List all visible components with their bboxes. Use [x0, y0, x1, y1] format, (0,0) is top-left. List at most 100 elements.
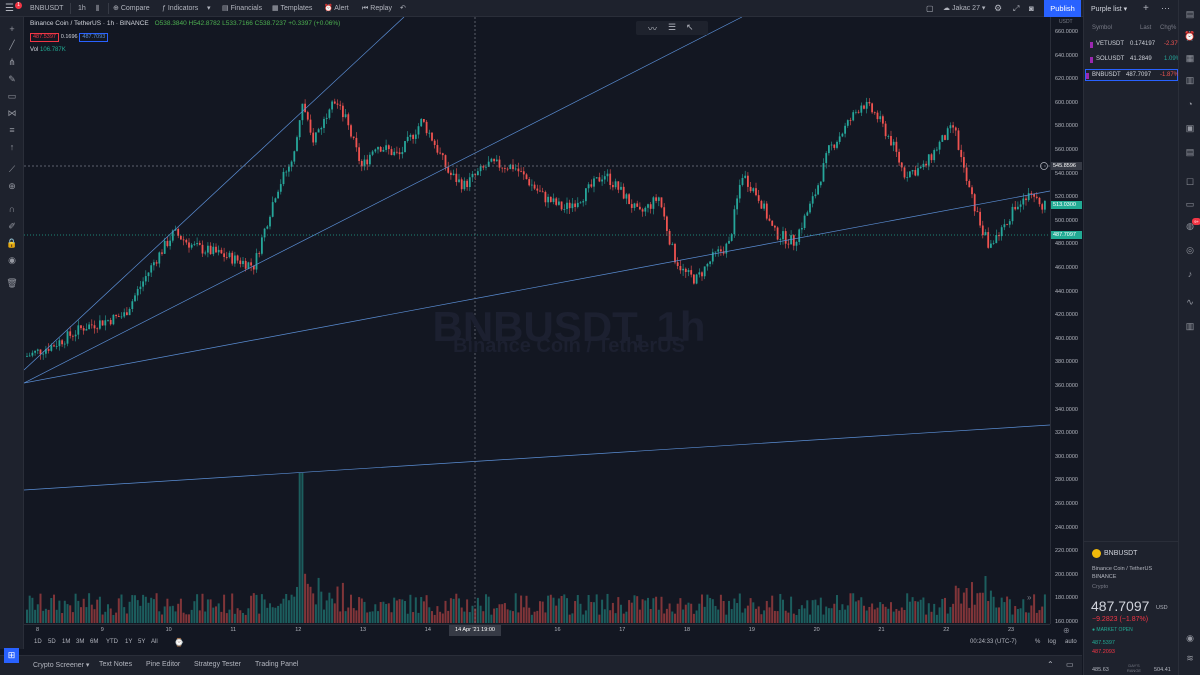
streams-icon[interactable]: ◎	[1186, 245, 1194, 255]
text-icon[interactable]: ▭	[7, 91, 17, 101]
sell-price[interactable]: 487.5397	[30, 33, 59, 42]
object-tree-icon[interactable]: ⊞	[4, 648, 19, 663]
range-button[interactable]: 5Y	[138, 639, 146, 645]
fire-icon[interactable]: ◔	[1187, 99, 1193, 109]
range-button[interactable]: 3M	[76, 639, 85, 645]
arrow-up-icon[interactable]: ↑	[9, 142, 15, 152]
watchlist-title[interactable]: Purple list ▾	[1091, 6, 1128, 13]
watchlist-row[interactable]: SOLUSDT 41.2849 1.09%	[1090, 54, 1181, 66]
buy-price[interactable]: 487.7093	[79, 33, 109, 42]
chevron-down-icon[interactable]: ▾	[207, 5, 211, 12]
more-options-icon[interactable]: ⋯	[1161, 3, 1170, 13]
range-button[interactable]: 6M	[90, 639, 99, 645]
ruler-icon[interactable]: ⟋	[8, 164, 16, 174]
maximize-panel-icon[interactable]: ▭	[1066, 660, 1074, 669]
camera-icon[interactable]: ◙	[1029, 4, 1034, 13]
symbol-search[interactable]: BNBUSDT	[30, 5, 64, 12]
floating-drawing-toolbar[interactable]: 〰 ☰ ↖	[636, 21, 708, 35]
pencil-lock-icon[interactable]: ✐	[8, 221, 16, 231]
magnet-icon[interactable]: ∩	[8, 204, 16, 214]
chat-icon[interactable]: ☐	[1185, 177, 1195, 187]
layout-name[interactable]: ☁ Jakac 27 ▾	[943, 5, 986, 12]
percent-scale-toggle[interactable]: %	[1035, 639, 1041, 645]
trendline[interactable]	[24, 17, 405, 371]
time-axis[interactable]: 891011121314151617181920212223 14 Apr '2…	[24, 624, 1050, 636]
watchlist-row[interactable]: BNBUSDT 487.7097 -1.87%	[1085, 69, 1179, 81]
trendline[interactable]	[24, 17, 743, 384]
trendline[interactable]	[24, 424, 1050, 491]
publish-button[interactable]: Publish	[1044, 0, 1081, 17]
hotlist-icon[interactable]: ▥	[1185, 75, 1195, 85]
col-last[interactable]: Last	[1140, 25, 1152, 31]
cursor-icon[interactable]: ↖	[686, 22, 694, 32]
log-scale-toggle[interactable]: log	[1048, 639, 1057, 645]
price-axis[interactable]: USDT 660.0000 640.0000 620.0000 600.0000 580…	[1050, 17, 1082, 625]
alerts-icon[interactable]: ⏰	[1184, 31, 1196, 41]
pitchfork-icon[interactable]: ⋔	[8, 57, 16, 67]
ideas-icon[interactable]: ▭	[1185, 199, 1195, 209]
lock-icon[interactable]: 🔒	[6, 238, 18, 248]
undo-icon[interactable]: ↶	[400, 5, 406, 12]
volume-legend[interactable]: Vol 106.787K	[30, 47, 66, 53]
interval-selector[interactable]: 1h	[78, 5, 86, 12]
line-chart-icon[interactable]: 〰	[648, 24, 658, 34]
range-button[interactable]: 1D	[34, 639, 42, 645]
bell-icon[interactable]: ♪	[1187, 269, 1193, 279]
pulse-icon[interactable]: ∿	[1186, 297, 1194, 307]
goto-date-icon[interactable]: ⌚	[174, 638, 184, 647]
trash-icon[interactable]: 🗑	[6, 278, 18, 288]
watchlist-row[interactable]: VETUSDT 0.174197 -2.37%	[1090, 39, 1183, 51]
range-button[interactable]: 1Y	[125, 639, 133, 645]
compare-button[interactable]: ⊕ Compare	[113, 5, 150, 12]
prediction-icon[interactable]: ≡	[9, 125, 15, 135]
chart-pane[interactable]: BNBUSDT, 1h Binance Coin / TetherUS Bina…	[24, 17, 1050, 624]
trendline[interactable]	[24, 190, 1050, 384]
brush-icon[interactable]: ✎	[8, 74, 16, 84]
range-button[interactable]: 1M	[62, 639, 71, 645]
add-symbol-icon[interactable]: +	[1143, 3, 1149, 14]
col-chg[interactable]: Chg%	[1160, 25, 1177, 31]
zoom-in-icon[interactable]: ⊕	[8, 181, 16, 191]
range-button[interactable]: 5D	[48, 639, 56, 645]
auto-scale-toggle[interactable]: auto	[1065, 639, 1077, 645]
range-button[interactable]: YTD	[106, 639, 118, 645]
settings-gear-icon[interactable]: ⚙	[994, 3, 1003, 13]
fullscreen-square-icon[interactable]: ▢	[926, 4, 934, 13]
col-symbol[interactable]: Symbol	[1092, 25, 1113, 31]
templates-button[interactable]: ▦ Templates	[272, 5, 313, 12]
chart-style-icon[interactable]: ⫴	[96, 4, 100, 13]
bottom-tab[interactable]: Trading Panel	[255, 661, 299, 668]
menu-icon[interactable]: ☰	[5, 3, 14, 14]
watchlist-icon[interactable]: ▤	[1185, 9, 1195, 19]
expand-icon[interactable]: ⤢	[1013, 4, 1020, 13]
help-icon[interactable]: ◉	[1186, 633, 1194, 643]
chart-legend-title[interactable]: Binance Coin / TetherUS · 1h · BINANCE O…	[30, 20, 341, 27]
bars-icon[interactable]: ☰	[668, 22, 677, 32]
collapse-panel-icon[interactable]: ⌃	[1047, 660, 1054, 669]
trendline-icon[interactable]: ╱	[9, 40, 15, 50]
clock[interactable]: 00:24:33 (UTC-7)	[970, 639, 1017, 645]
add-alert-plus-icon[interactable]	[1040, 162, 1048, 170]
bottom-tab[interactable]: Text Notes	[99, 661, 133, 668]
indicators-panel-icon[interactable]: ▥	[1185, 321, 1195, 331]
range-button[interactable]: All	[151, 639, 158, 645]
volume-bar	[414, 597, 417, 623]
calendar-icon[interactable]: ▣	[1185, 123, 1195, 133]
replay-button[interactable]: ⏮ Replay	[362, 5, 393, 12]
bottom-tab[interactable]: Crypto Screener ▾	[33, 662, 90, 669]
bottom-tab[interactable]: Strategy Tester	[194, 661, 241, 668]
bottom-tab[interactable]: Pine Editor	[146, 661, 181, 668]
alert-button[interactable]: ⏰ Alert	[324, 5, 349, 12]
indicators-button[interactable]: ƒ Indicators	[162, 5, 199, 12]
axis-settings-icon[interactable]: ⊕	[1063, 626, 1070, 635]
news-icon[interactable]: ▤	[1185, 147, 1195, 157]
notifications-icon[interactable]: ◍	[1186, 221, 1194, 231]
eye-icon[interactable]: ◉	[8, 255, 16, 265]
pattern-icon[interactable]: ⋈	[7, 108, 17, 118]
scroll-right-icon[interactable]: »	[1027, 593, 1032, 602]
data-window-icon[interactable]: ▦	[1185, 53, 1195, 63]
financials-button[interactable]: ▤ Financials	[222, 5, 263, 12]
price-chart-canvas[interactable]	[24, 17, 1050, 624]
layers-icon[interactable]: ≋	[1186, 653, 1194, 663]
crosshair-icon[interactable]: +	[9, 24, 15, 34]
